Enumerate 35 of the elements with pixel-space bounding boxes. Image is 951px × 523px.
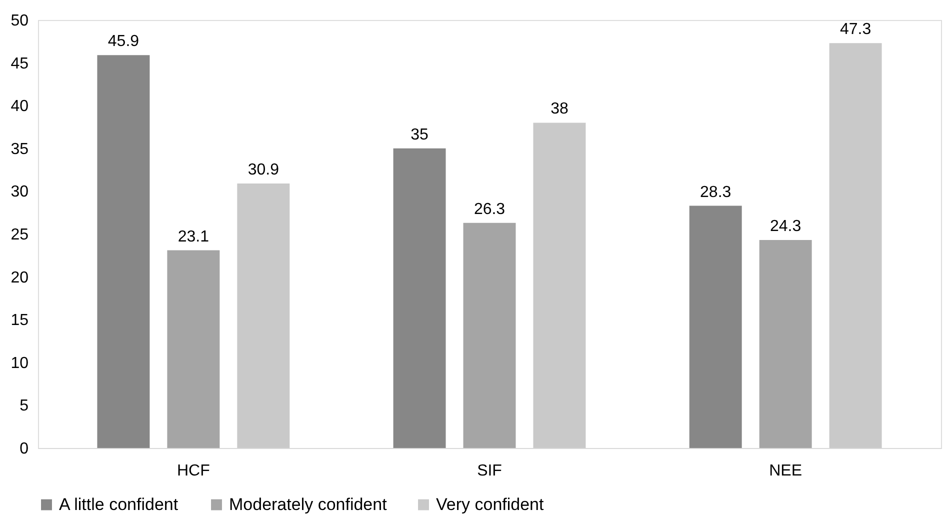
data-label: 35 — [410, 126, 429, 144]
y-tick-label: 15 — [10, 312, 29, 330]
y-tick-label: 20 — [10, 269, 29, 286]
y-tick-label: 35 — [10, 140, 29, 158]
legend-label: Very confident — [436, 494, 544, 514]
y-tick-label: 0 — [20, 440, 29, 458]
data-label: 23.1 — [178, 228, 210, 246]
data-label: 45.9 — [108, 33, 140, 50]
x-tick-label: NEE — [769, 462, 802, 480]
bar — [759, 240, 812, 448]
bar — [533, 122, 586, 448]
x-tick-label: HCF — [176, 462, 210, 480]
data-label: 38 — [550, 100, 568, 118]
y-tick-label: 25 — [10, 226, 29, 244]
bar — [689, 206, 742, 448]
legend-label: A little confident — [59, 494, 178, 514]
bar — [167, 250, 220, 448]
y-tick-label: 50 — [10, 12, 29, 30]
data-label: 24.3 — [770, 218, 802, 235]
y-tick-label: 10 — [10, 354, 29, 372]
data-label: 47.3 — [840, 21, 872, 38]
bar — [393, 148, 446, 448]
y-tick-label: 40 — [10, 98, 29, 116]
data-label: 28.3 — [700, 184, 732, 201]
bar — [237, 183, 290, 448]
bar — [829, 43, 882, 448]
legend-label: Moderately confident — [229, 494, 388, 514]
bar — [97, 55, 150, 448]
y-tick-label: 30 — [10, 184, 29, 201]
data-label: 26.3 — [474, 200, 506, 218]
bar — [463, 222, 516, 448]
y-tick-label: 45 — [10, 55, 29, 72]
y-tick-label: 5 — [20, 398, 29, 415]
data-label: 30.9 — [248, 161, 280, 178]
x-tick-label: SIF — [477, 462, 502, 480]
